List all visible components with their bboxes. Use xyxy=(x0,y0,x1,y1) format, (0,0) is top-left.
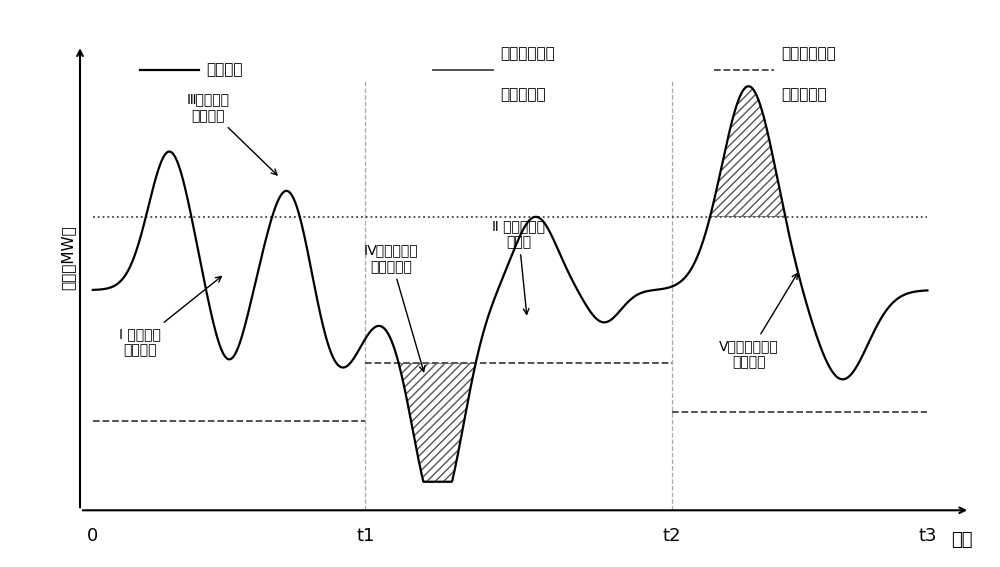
Text: Ⅲ电池储能
系统停止: Ⅲ电池储能 系统停止 xyxy=(186,92,277,175)
Text: 电池储能系统: 电池储能系统 xyxy=(500,46,555,61)
Text: 放电参考值: 放电参考值 xyxy=(781,87,827,102)
Text: 0: 0 xyxy=(87,527,98,545)
Text: 电池储能系统: 电池储能系统 xyxy=(781,46,836,61)
Text: 充电参考值: 充电参考值 xyxy=(500,87,546,102)
Text: t1: t1 xyxy=(356,527,374,545)
Text: V电池储能系统
限制充电: V电池储能系统 限制充电 xyxy=(719,273,797,369)
Text: Ⅰ 电池储能
系统充电: Ⅰ 电池储能 系统充电 xyxy=(119,277,221,357)
Text: 风电功率: 风电功率 xyxy=(206,62,243,77)
Text: t2: t2 xyxy=(663,527,681,545)
Text: t3: t3 xyxy=(918,527,937,545)
Text: 功率（MW）: 功率（MW） xyxy=(61,225,76,290)
Text: Ⅳ电池储能系
统限制放电: Ⅳ电池储能系 统限制放电 xyxy=(364,244,425,371)
Text: 时间: 时间 xyxy=(951,531,972,549)
Text: Ⅱ 电池储能系
统放电: Ⅱ 电池储能系 统放电 xyxy=(492,219,545,314)
